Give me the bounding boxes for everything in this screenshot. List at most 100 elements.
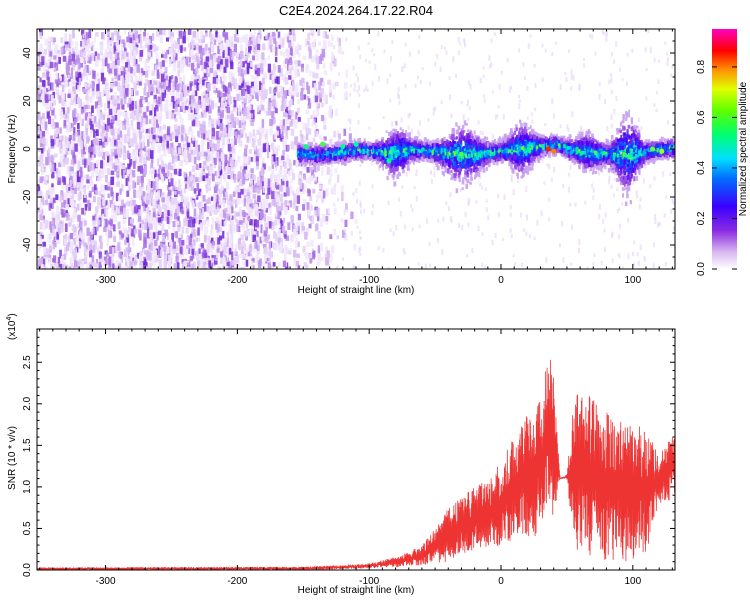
spectrogram-cell <box>94 187 99 195</box>
spectrogram-cell <box>141 219 144 225</box>
spectrogram-cell <box>267 101 271 111</box>
spectrogram-cell <box>55 168 59 174</box>
spectrogram-cell <box>151 78 155 84</box>
spectrogram-cell <box>108 68 112 74</box>
spectrogram-cell <box>274 108 278 114</box>
spectrogram-cell <box>61 182 65 189</box>
spectrogram-cell <box>47 85 51 90</box>
spectrogram-cell <box>215 155 219 162</box>
spectrogram-cell <box>312 250 316 258</box>
spectrogram-cell <box>226 255 229 263</box>
spectrogram-cell <box>196 115 199 124</box>
spectrogram-cell <box>258 29 262 36</box>
spectrogram-cell <box>571 111 574 118</box>
spectrogram-cell <box>186 31 189 36</box>
spectrogram-cell <box>338 133 342 139</box>
spectrogram-cell <box>123 87 126 94</box>
spectrogram-cell <box>386 267 389 269</box>
spectrogram-cell <box>173 124 178 132</box>
spectrogram-cell <box>81 149 84 158</box>
spectrogram-cell <box>216 266 220 269</box>
spectrogram-cell <box>163 89 166 98</box>
spectrogram-cell <box>285 113 288 122</box>
spectrogram-cell <box>160 73 165 83</box>
spectrogram-cell <box>292 29 295 36</box>
spectrogram-cell <box>466 253 469 258</box>
spectrogram-cell <box>479 77 482 84</box>
spectrogram-cell <box>236 212 240 217</box>
spectrogram-cell <box>154 198 158 207</box>
spectrogram-cell <box>164 133 168 140</box>
spectrogram-cell <box>212 157 216 163</box>
spectrogram-cell <box>294 121 298 129</box>
spectrogram-cell <box>144 165 147 175</box>
spectrogram-cell <box>228 243 232 252</box>
spectrogram-cell <box>110 82 114 89</box>
spectrogram-cell <box>213 54 217 63</box>
spectrogram-cell <box>83 30 87 38</box>
spectrogram-cell <box>320 242 323 252</box>
spectrogram-cell <box>234 248 237 256</box>
spectrogram-cell <box>168 29 172 39</box>
spectrogram-cell <box>292 114 296 123</box>
spectrogram-cell <box>281 125 285 131</box>
spectrogram-cell <box>39 215 43 221</box>
spectrogram-cell <box>226 260 230 267</box>
spectrogram-cell <box>167 87 171 92</box>
spectrogram-cell <box>211 196 214 201</box>
spectrogram-cell <box>307 85 311 95</box>
spectrogram-cell <box>216 131 220 140</box>
spectrogram-cell <box>230 41 234 47</box>
spectrogram-cell <box>314 95 319 103</box>
spectrogram-cell <box>107 181 111 187</box>
spectrogram-cell <box>76 96 81 104</box>
spectrogram-cell <box>440 45 443 50</box>
spectrogram-cell <box>93 36 96 43</box>
spectrogram-cell <box>248 105 252 111</box>
spectrogram-cell <box>368 126 371 130</box>
spectrogram-cell <box>80 108 84 115</box>
spectrogram-cell <box>598 81 601 86</box>
spectrogram-cell <box>61 107 65 115</box>
spectrogram-cell <box>73 187 77 194</box>
spectrogram-cell <box>263 253 267 262</box>
spectrogram-cell <box>238 238 242 244</box>
spectrogram-cell <box>177 226 181 232</box>
spectrogram-cell <box>292 120 296 128</box>
spectrogram-cell <box>217 196 221 203</box>
spectrogram-cell <box>81 106 85 113</box>
spectrogram-cell <box>69 257 72 267</box>
spectrogram-cell <box>86 227 90 237</box>
spectrogram-cell <box>57 78 61 86</box>
spectrogram-cell <box>293 193 297 203</box>
spectrogram-cell <box>254 187 258 193</box>
spectrogram-cell <box>200 243 204 250</box>
spectrogram-cell <box>237 171 242 179</box>
spectrogram-cell <box>59 76 63 81</box>
spectrogram-cell <box>70 67 74 75</box>
spectrogram-cell <box>345 90 348 100</box>
spectrogram-cell <box>160 216 164 222</box>
spectrogram-cell <box>120 98 123 106</box>
spectrogram-cell <box>127 42 131 48</box>
spectrogram-cell <box>193 208 197 217</box>
spectrogram-cell <box>85 32 89 41</box>
spectrogram-cell <box>247 217 251 222</box>
spectrogram-cell <box>191 263 195 269</box>
spectrogram-cell <box>363 88 366 93</box>
spectrogram-cell <box>114 80 118 87</box>
spectrogram-cell <box>127 226 132 233</box>
spectrogram-cell <box>217 90 221 98</box>
spectrogram-cell <box>37 134 41 139</box>
spectrogram-cell <box>185 262 189 268</box>
spectrogram-cell <box>107 186 111 191</box>
spectrogram-cell <box>268 193 272 199</box>
spectrogram-cell <box>288 159 292 167</box>
spectrogram-cell <box>467 222 470 228</box>
spectrogram-cell <box>610 184 613 190</box>
spectrogram-cell <box>358 103 361 109</box>
spectrogram-cell <box>280 247 285 254</box>
spectrogram-cell <box>151 70 156 76</box>
spectrogram-cell <box>172 54 176 63</box>
spectrogram-cell <box>132 55 136 63</box>
